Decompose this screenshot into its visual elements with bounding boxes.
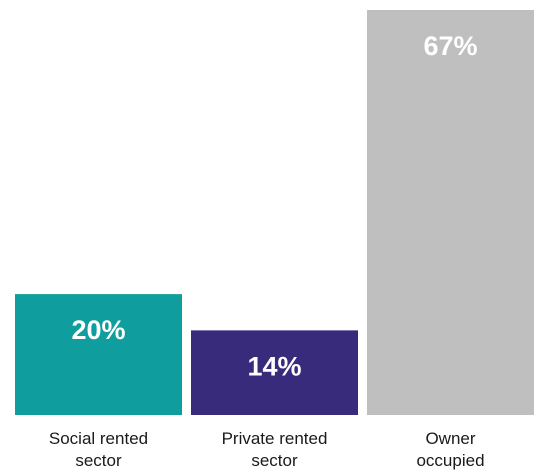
category-labels-group: Social rented sector Private rented sector O… (49, 429, 485, 470)
category-label-1: Social rented sector (49, 429, 148, 470)
bar-2 (191, 330, 358, 415)
bars-group (15, 10, 534, 415)
category-label-line: Owner (425, 429, 475, 448)
category-label-line: occupied (416, 451, 484, 470)
bar-3 (367, 10, 534, 415)
category-label-2: Private rented sector (222, 429, 328, 470)
value-labels-group: 20% 14% 67% (71, 31, 477, 381)
bar-value-label-2: 14% (247, 351, 301, 381)
category-label-line: Social rented (49, 429, 148, 448)
category-label-3: Owner occupied (416, 429, 484, 470)
bar-value-label-3: 67% (423, 31, 477, 61)
category-label-line: sector (75, 451, 122, 470)
category-label-line: Private rented (222, 429, 328, 448)
bar-value-label-1: 20% (71, 315, 125, 345)
category-label-line: sector (251, 451, 298, 470)
bar-1 (15, 294, 182, 415)
